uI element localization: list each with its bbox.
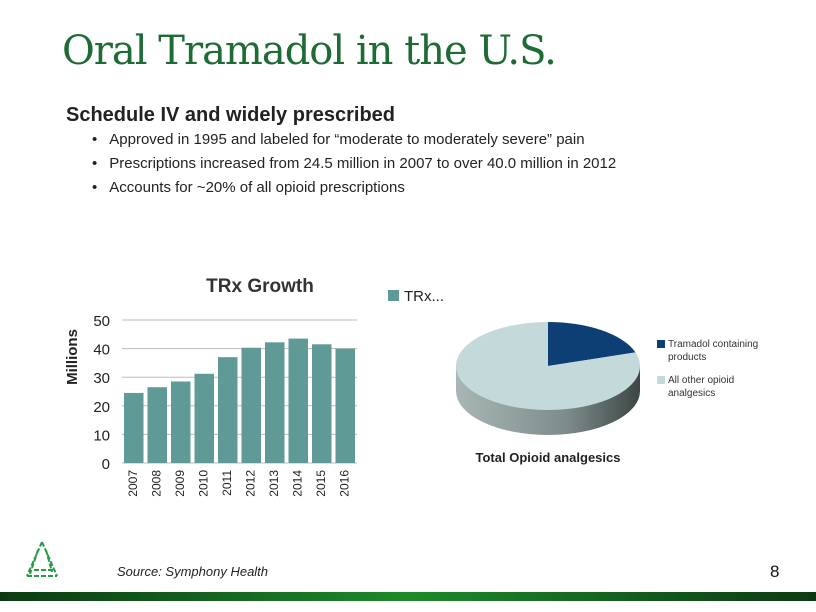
pie-slice <box>548 322 636 366</box>
bar <box>218 357 238 463</box>
y-tick-label: 30 <box>93 370 110 387</box>
bar <box>265 342 285 463</box>
page-number: 8 <box>770 562 780 581</box>
x-tick-label: 2009 <box>173 470 187 497</box>
pie-legend-label: Tramadol containing products <box>668 339 759 363</box>
source-note: Source: Symphony Health <box>117 564 269 579</box>
x-tick-label: 2013 <box>267 470 281 497</box>
slide-title: Oral Tramadol in the U.S. <box>62 28 557 74</box>
pie-legend-swatch <box>657 340 665 348</box>
legend-label: TRx... <box>404 288 444 305</box>
y-tick-label: 50 <box>93 313 110 330</box>
y-tick-label: 0 <box>102 456 110 473</box>
bullet-list: Approved in 1995 and labeled for “modera… <box>72 130 616 202</box>
x-tick-label: 2007 <box>126 470 140 497</box>
bar <box>312 344 332 463</box>
x-tick-label: 2008 <box>149 470 163 497</box>
y-tick-label: 40 <box>93 342 110 359</box>
bar <box>194 373 214 463</box>
bar <box>147 387 167 463</box>
footer-bar <box>0 592 816 601</box>
pie-slice <box>456 322 641 411</box>
bar <box>171 381 191 463</box>
pie-legend-label: All other opioid analgesics <box>668 375 735 399</box>
x-tick-label: 2014 <box>290 470 304 497</box>
bullet-item: Accounts for ~20% of all opioid prescrip… <box>72 178 616 202</box>
bar <box>288 338 308 463</box>
x-tick-label: 2011 <box>220 470 234 496</box>
pie-legend-swatch <box>657 376 665 384</box>
bar <box>241 347 261 463</box>
legend-swatch <box>388 290 399 301</box>
y-tick-label: 20 <box>93 399 110 416</box>
bar <box>124 392 144 463</box>
chart-title: TRx Growth <box>206 276 314 297</box>
bullet-item: Prescriptions increased from 24.5 millio… <box>72 154 616 178</box>
x-tick-label: 2016 <box>337 470 351 497</box>
x-tick-label: 2010 <box>196 470 210 497</box>
x-tick-label: 2012 <box>243 470 257 497</box>
y-tick-label: 10 <box>93 427 110 444</box>
x-tick-label: 2015 <box>314 470 328 497</box>
bar <box>335 348 355 463</box>
pie-title: Total Opioid analgesics <box>476 450 621 465</box>
slide-subtitle: Schedule IV and widely prescribed <box>66 104 395 126</box>
y-axis-label: Millions <box>64 329 81 385</box>
bullet-item: Approved in 1995 and labeled for “modera… <box>72 130 616 154</box>
